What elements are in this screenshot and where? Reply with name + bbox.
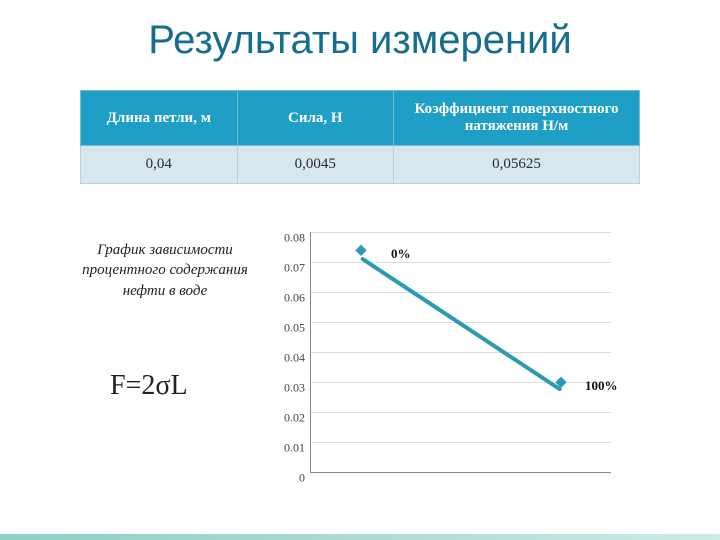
results-table: Длина петли, м Сила, Н Коэффициент повер… — [80, 90, 640, 184]
ytick-label: 0.08 — [265, 231, 305, 246]
chart-caption: График зависимости процентного содержани… — [70, 240, 260, 301]
td-length: 0,04 — [81, 146, 238, 184]
gridline — [311, 232, 611, 233]
point-label: 100% — [585, 378, 618, 394]
th-length: Длина петли, м — [81, 91, 238, 146]
gridline — [311, 352, 611, 353]
table-row: 0,04 0,0045 0,05625 — [81, 146, 640, 184]
ytick-label: 0.07 — [265, 261, 305, 276]
ytick-label: 0.06 — [265, 291, 305, 306]
dependency-chart: 0 0.01 0.02 0.03 0.04 0.05 0.06 0.07 0.08 0% 100% — [266, 226, 626, 496]
plot-area: 00.010.020.030.040.050.060.070.080%100% — [310, 232, 611, 473]
formula: F=2σL — [110, 370, 188, 402]
th-coeff: Коэффициент поверхностного натяжения Н/м — [394, 91, 640, 146]
ytick-label: 0 — [265, 471, 305, 486]
ytick-label: 0.05 — [265, 321, 305, 336]
gridline — [311, 262, 611, 263]
ytick-label: 0.04 — [265, 351, 305, 366]
table-header-row: Длина петли, м Сила, Н Коэффициент повер… — [81, 91, 640, 146]
page-title: Результаты измерений — [0, 18, 720, 63]
th-force: Сила, Н — [237, 91, 394, 146]
gridline — [311, 442, 611, 443]
td-force: 0,0045 — [237, 146, 394, 184]
td-coeff: 0,05625 — [394, 146, 640, 184]
results-table-wrap: Длина петли, м Сила, Н Коэффициент повер… — [80, 90, 640, 184]
gridline — [311, 412, 611, 413]
ytick-label: 0.02 — [265, 411, 305, 426]
ytick-label: 0.01 — [265, 441, 305, 456]
chart-line — [360, 256, 562, 391]
gridline — [311, 292, 611, 293]
footer-decoration — [0, 534, 720, 540]
point-label: 0% — [391, 246, 411, 262]
ytick-label: 0.03 — [265, 381, 305, 396]
slide: Результаты измерений Длина петли, м Сила… — [0, 0, 720, 540]
chart-marker — [355, 245, 366, 256]
